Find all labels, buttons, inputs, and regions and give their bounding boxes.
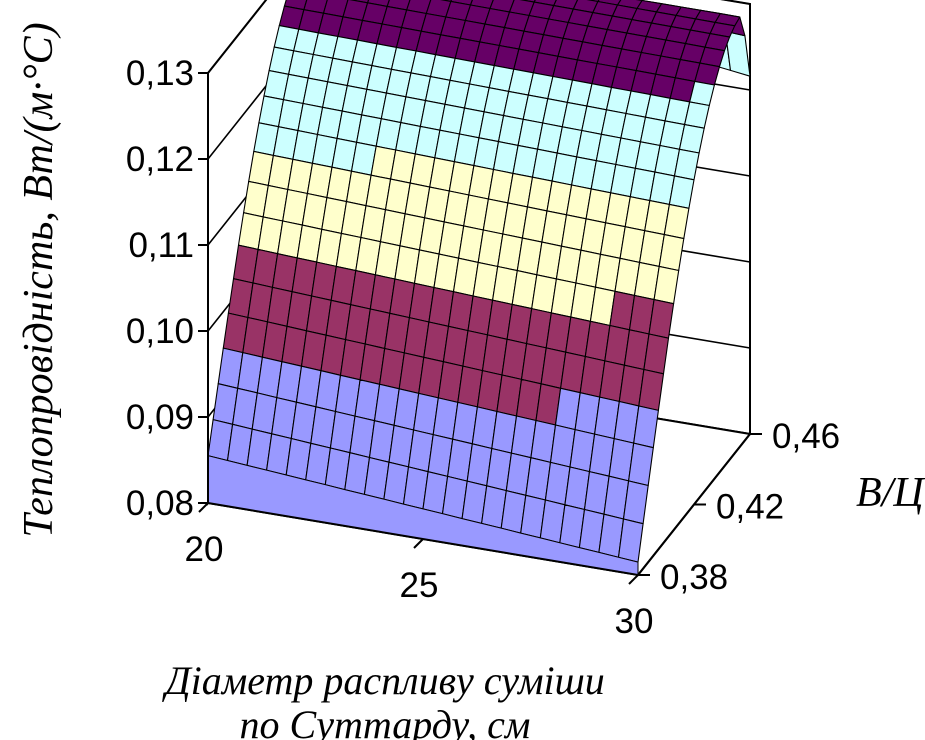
y-tick-label: 0,38: [660, 558, 728, 597]
x-tick-mark: [413, 538, 424, 549]
z-axis-title: Теплопровідність, Вт/(м·°С): [16, 22, 62, 537]
axes: [198, 72, 762, 585]
y-tick-label: 0,46: [772, 417, 840, 456]
z-tick-label: 0,09: [126, 398, 194, 437]
x-tick-mark: [628, 574, 639, 585]
y-axis-title: В/Ц: [856, 470, 925, 516]
x-tick-mark: [198, 502, 209, 513]
z-tick-label: 0,11: [128, 226, 194, 265]
tick-labels: 0,08 0,09 0,10 0,11 0,12 0,13 20 25 300,38 0,42 0,…: [126, 54, 840, 641]
gridline: [207, 0, 751, 74]
x-axis-title-line-1: Діаметр распливу суміши: [161, 658, 605, 703]
z-tick-label: 0,12: [126, 140, 194, 179]
x-axis-title-line-2: по Суттарду, см: [240, 702, 531, 740]
z-tick-label: 0,13: [126, 54, 194, 93]
y-tick-label: 0,42: [716, 488, 784, 527]
surface-plot: [207, 0, 751, 576]
z-tick-label: 0,08: [126, 484, 194, 523]
z-tick-label: 0,10: [126, 312, 194, 351]
x-tick-label: 30: [615, 602, 654, 641]
x-tick-label: 25: [400, 566, 439, 605]
x-tick-label: 20: [185, 530, 224, 569]
surface-front-face: [207, 455, 639, 576]
